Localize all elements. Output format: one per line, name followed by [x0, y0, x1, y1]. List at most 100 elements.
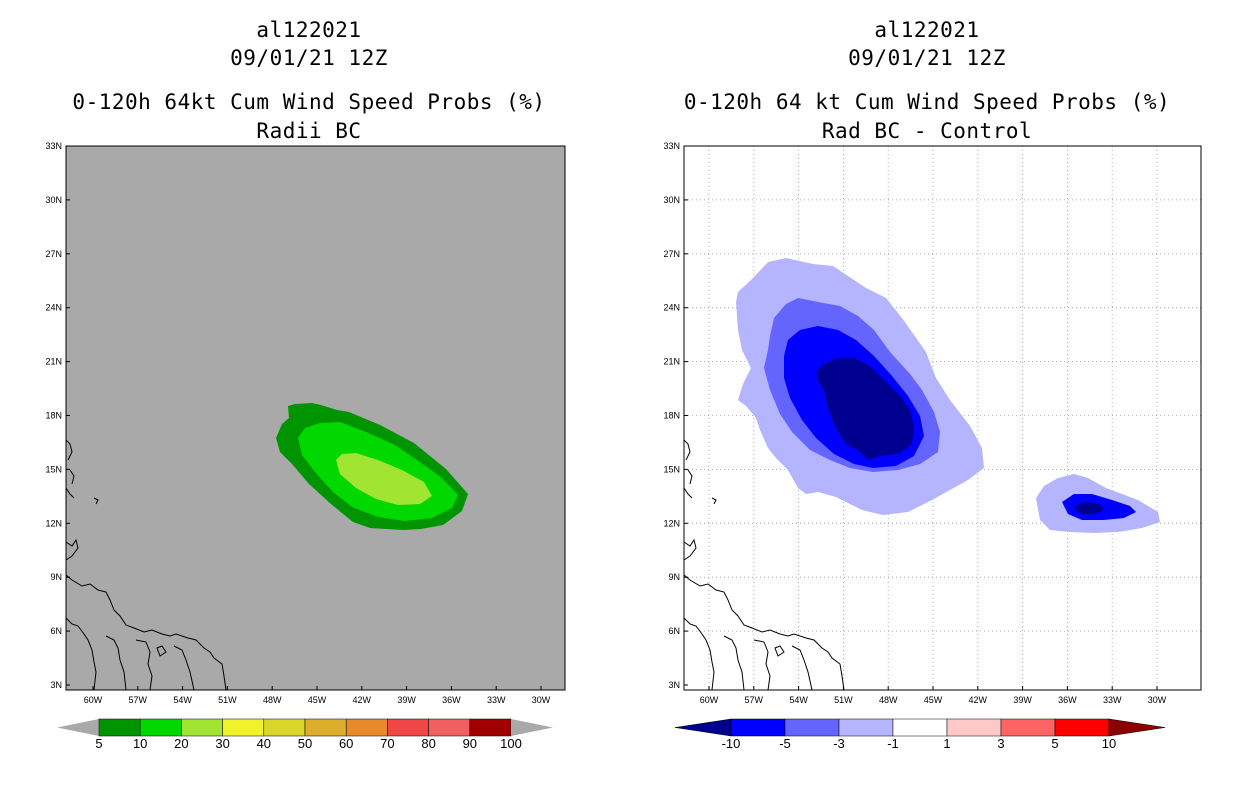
lat-label: 18N	[45, 411, 62, 421]
lon-label: 42W	[353, 695, 372, 705]
lon-label: 42W	[969, 695, 988, 705]
colorbar-label: 100	[500, 736, 522, 751]
lon-label: 36W	[442, 695, 461, 705]
colorbar-label: 10	[1102, 736, 1116, 751]
colorbar-swatch	[387, 718, 429, 737]
lon-label: 30W	[1148, 695, 1167, 705]
lat-label: 21N	[45, 357, 62, 367]
coastline	[65, 439, 227, 691]
colorbar-swatch	[222, 718, 265, 737]
lat-label: 33N	[663, 141, 680, 151]
datetime-title: 09/01/21 12Z	[230, 46, 388, 70]
colorbar-swatch	[181, 718, 223, 737]
colorbar-swatch	[784, 718, 840, 737]
colorbar-swatch	[428, 718, 471, 737]
map-frame	[683, 145, 1202, 691]
axis-ticks: 33N 30N 27N 24N 21N 18N 15N 12N 9N 6N 3N 60W 57W 54W 5…	[45, 141, 550, 705]
colorbar-label: 10	[133, 736, 147, 751]
map-frame	[65, 145, 566, 691]
colorbar-arrow-high	[511, 719, 553, 736]
lat-label: 15N	[45, 464, 62, 474]
lat-label: 33N	[45, 141, 62, 151]
lon-label: 33W	[1103, 695, 1122, 705]
lon-label: 51W	[834, 695, 853, 705]
lon-label: 33W	[487, 695, 506, 705]
lon-label: 39W	[1013, 695, 1032, 705]
colorbar-swatch	[1054, 718, 1110, 737]
prob-contour-20	[336, 453, 432, 505]
right-map: 33N 30N 27N 24N 21N 18N 15N 12N 9N 6N 3N 60W 57W 54W 5…	[663, 141, 1202, 751]
colorbar-arrow-low	[57, 719, 99, 736]
colorbar-swatch	[469, 718, 512, 737]
colorbar-arrow-high	[1108, 718, 1166, 737]
colorbar-label: 90	[463, 736, 477, 751]
colorbar-label: 70	[380, 736, 394, 751]
lat-label: 3N	[50, 680, 62, 690]
colorbar-swatch	[304, 718, 347, 737]
lat-label: 15N	[663, 464, 680, 474]
colorbar-swatch	[838, 718, 894, 737]
lat-label: 18N	[663, 411, 680, 421]
left-panel: al122021 09/01/21 12Z 0-120h 64kt Cum Wi…	[45, 18, 566, 751]
colorbar-swatch	[345, 718, 388, 737]
diff-contour-minus10	[1074, 502, 1104, 514]
lat-label: 30N	[45, 195, 62, 205]
lon-label: 45W	[308, 695, 327, 705]
colorbar-label: 5	[1051, 736, 1058, 751]
colorbar-label: 40	[257, 736, 271, 751]
colorbar: 5 10 20 30 40 50 60 70 80 90 100	[57, 718, 553, 751]
lon-label: 57W	[129, 695, 148, 705]
left-map: 33N 30N 27N 24N 21N 18N 15N 12N 9N 6N 3N 60W 57W 54W 5…	[45, 141, 566, 751]
colorbar-swatch	[98, 718, 141, 737]
colorbar-swatch	[139, 718, 182, 737]
product-title: 0-120h 64kt Cum Wind Speed Probs (%)	[72, 90, 546, 114]
datetime-title: 09/01/21 12Z	[848, 46, 1006, 70]
lat-label: 9N	[668, 572, 680, 582]
colorbar-label: 80	[421, 736, 435, 751]
lon-label: 54W	[173, 695, 192, 705]
colorbar-swatch	[730, 718, 786, 737]
lat-label: 24N	[663, 303, 680, 313]
colorbar-label: 60	[339, 736, 353, 751]
colorbar-arrow-low	[674, 718, 732, 737]
colorbar-label: 3	[997, 736, 1004, 751]
colorbar-swatch	[946, 718, 1002, 737]
colorbar-label: -10	[722, 736, 741, 751]
storm-id-title: al122021	[874, 18, 980, 42]
colorbar-label: 1	[943, 736, 950, 751]
storm-id-title: al122021	[256, 18, 362, 42]
colorbar-label: 50	[298, 736, 312, 751]
lat-label: 24N	[45, 303, 62, 313]
colorbar-swatch	[263, 718, 306, 737]
lat-label: 6N	[668, 626, 680, 636]
lat-label: 27N	[45, 249, 62, 259]
colorbar-label: -1	[887, 736, 899, 751]
lat-label: 9N	[50, 572, 62, 582]
right-panel: al122021 09/01/21 12Z 0-120h 64 kt Cum W…	[618, 0, 1236, 800]
lat-label: 30N	[663, 195, 680, 205]
colorbar-label: -5	[779, 736, 791, 751]
lon-label: 54W	[789, 695, 808, 705]
lat-label: 21N	[663, 357, 680, 367]
lon-label: 57W	[745, 695, 764, 705]
lat-label: 3N	[668, 680, 680, 690]
lon-label: 45W	[924, 695, 943, 705]
lon-label: 36W	[1058, 695, 1077, 705]
subtitle: Rad BC - Control	[821, 119, 1033, 143]
lat-label: 12N	[663, 518, 680, 528]
product-title: 0-120h 64 kt Cum Wind Speed Probs (%)	[683, 90, 1171, 114]
lon-label: 39W	[397, 695, 416, 705]
lon-label: 48W	[263, 695, 282, 705]
lon-label: 51W	[218, 695, 237, 705]
colorbar-label: -3	[833, 736, 845, 751]
lat-label: 6N	[50, 626, 62, 636]
subtitle: Radii BC	[256, 119, 362, 143]
colorbar: -10 -5 -3 -1 1 3 5 10	[674, 718, 1166, 751]
lon-label: 60W	[84, 695, 103, 705]
lat-label: 12N	[45, 518, 62, 528]
coastline	[683, 439, 845, 691]
axis-ticks: 33N 30N 27N 24N 21N 18N 15N 12N 9N 6N 3N 60W 57W 54W 5…	[663, 141, 1166, 705]
colorbar-swatch	[892, 718, 948, 737]
colorbar-label: 5	[95, 736, 102, 751]
diff-contour-minus10	[818, 358, 914, 460]
